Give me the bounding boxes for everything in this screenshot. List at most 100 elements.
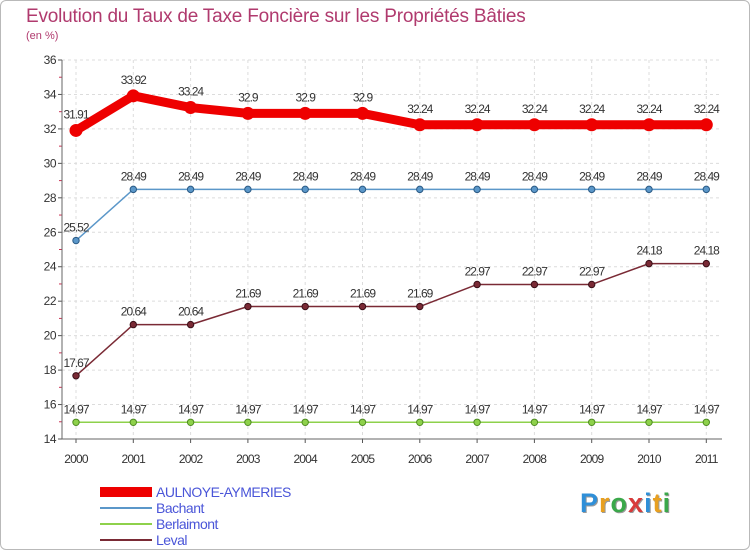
legend-label-leval: Leval [156, 532, 187, 548]
data-label-aulnoye-aymeries: 32.24 [579, 102, 605, 116]
data-label-aulnoye-aymeries: 33.92 [121, 73, 147, 87]
data-point-aulnoye-aymeries [585, 118, 599, 132]
unit-label: (en %) [26, 30, 59, 42]
logo-letter: i [662, 488, 672, 518]
chart-title: Evolution du Taux de Taxe Foncière sur l… [26, 6, 526, 27]
x-tick-label: 2007 [465, 452, 490, 466]
legend-swatch-bachant [100, 507, 152, 509]
data-label-aulnoye-aymeries: 31.91 [63, 107, 89, 121]
x-tick-label: 2008 [523, 452, 548, 466]
data-point-aulnoye-aymeries [184, 101, 198, 115]
data-point-berlaimont [301, 418, 309, 426]
y-tick-label: 34 [44, 87, 57, 101]
x-tick-label: 2001 [122, 452, 147, 466]
logo-letter: o [610, 488, 629, 518]
data-point-aulnoye-aymeries [126, 89, 140, 103]
data-label-leval: 24.18 [636, 244, 662, 258]
data-label-aulnoye-aymeries: 32.24 [522, 102, 548, 116]
data-label-leval: 22.97 [579, 264, 605, 278]
data-point-leval [358, 302, 367, 311]
x-tick-label: 2002 [179, 452, 204, 466]
data-point-bachant [416, 185, 424, 194]
data-label-aulnoye-aymeries: 32.24 [407, 102, 433, 116]
data-point-berlaimont [72, 418, 80, 426]
data-label-bachant: 28.49 [694, 169, 720, 183]
data-label-aulnoye-aymeries: 32.9 [296, 90, 317, 104]
data-label-berlaimont: 14.97 [350, 402, 376, 416]
data-point-leval [301, 302, 309, 311]
legend: AULNOYE-AYMERIES Bachant Berlaimont Leva… [100, 484, 291, 548]
data-label-berlaimont: 14.97 [636, 402, 662, 416]
data-point-aulnoye-aymeries [699, 118, 713, 132]
data-label-leval: 20.64 [121, 305, 147, 319]
data-point-leval [72, 372, 80, 380]
data-label-aulnoye-aymeries: 32.24 [636, 102, 662, 116]
y-tick-label: 24 [44, 260, 57, 274]
x-tick-label: 2009 [580, 452, 605, 466]
x-tick-label: 2011 [695, 452, 719, 466]
data-point-leval [186, 320, 195, 329]
data-label-bachant: 28.49 [407, 169, 433, 183]
data-point-bachant [702, 185, 710, 194]
y-tick-label: 22 [44, 294, 57, 308]
data-point-bachant [645, 185, 653, 194]
data-point-bachant [186, 185, 195, 194]
data-point-bachant [530, 185, 539, 194]
data-point-bachant [72, 236, 80, 245]
data-label-berlaimont: 14.97 [694, 402, 720, 416]
proxiti-logo: Proxiti [580, 488, 671, 519]
logo-letter: t [652, 488, 663, 518]
series-line-leval [75, 262, 707, 377]
data-point-aulnoye-aymeries [527, 118, 541, 132]
legend-item-bachant: Bachant [100, 500, 291, 516]
data-point-bachant [244, 185, 252, 194]
data-point-leval [244, 302, 252, 311]
data-point-bachant [473, 185, 481, 194]
data-label-berlaimont: 14.97 [522, 402, 548, 416]
data-point-leval [588, 280, 596, 289]
y-tick-label: 20 [44, 329, 57, 343]
data-label-aulnoye-aymeries: 32.9 [353, 90, 374, 104]
data-point-aulnoye-aymeries [470, 118, 484, 132]
data-point-aulnoye-aymeries [413, 118, 427, 132]
data-label-leval: 21.69 [235, 287, 261, 301]
y-tick-label: 32 [44, 122, 57, 136]
data-label-bachant: 28.49 [522, 169, 548, 183]
data-label-aulnoye-aymeries: 32.9 [238, 90, 259, 104]
y-tick-label: 30 [44, 156, 57, 170]
data-label-bachant: 28.49 [579, 169, 605, 183]
data-label-berlaimont: 14.97 [579, 402, 605, 416]
axes: 14 16 18 20 22 24 26 28 30 32 34 36 2000 2001 2002 2003… [44, 53, 722, 466]
legend-swatch-aulnoye-aymeries [100, 487, 152, 497]
data-label-bachant: 25.52 [63, 221, 89, 235]
legend-label-berlaimont: Berlaimont [156, 516, 218, 532]
data-point-leval [645, 259, 653, 268]
data-label-bachant: 28.49 [465, 169, 491, 183]
data-label-leval: 22.97 [465, 264, 491, 278]
data-label-bachant: 28.49 [350, 169, 376, 183]
data-point-aulnoye-aymeries [642, 118, 656, 132]
data-label-bachant: 28.49 [235, 169, 261, 183]
logo-letter: i [644, 488, 653, 518]
legend-swatch-leval [100, 539, 152, 541]
data-label-bachant: 28.49 [636, 169, 662, 183]
data-label-berlaimont: 14.97 [178, 402, 204, 416]
x-tick-label: 2006 [408, 452, 433, 466]
data-label-leval: 20.64 [178, 305, 204, 319]
data-label-leval: 21.69 [407, 287, 433, 301]
data-point-leval [129, 320, 138, 329]
data-point-berlaimont [702, 418, 710, 426]
data-label-aulnoye-aymeries: 33.24 [178, 85, 204, 99]
data-label-bachant: 28.49 [121, 169, 147, 183]
data-label-bachant: 28.49 [293, 169, 319, 183]
data-label-berlaimont: 14.97 [121, 402, 147, 416]
data-point-aulnoye-aymeries [298, 106, 312, 120]
data-point-bachant [588, 185, 596, 194]
logo-letter: x [628, 488, 645, 518]
x-tick-label: 2004 [293, 452, 318, 466]
data-point-bachant [301, 185, 309, 194]
series-line-bachant [75, 188, 707, 242]
data-point-leval [416, 302, 424, 311]
